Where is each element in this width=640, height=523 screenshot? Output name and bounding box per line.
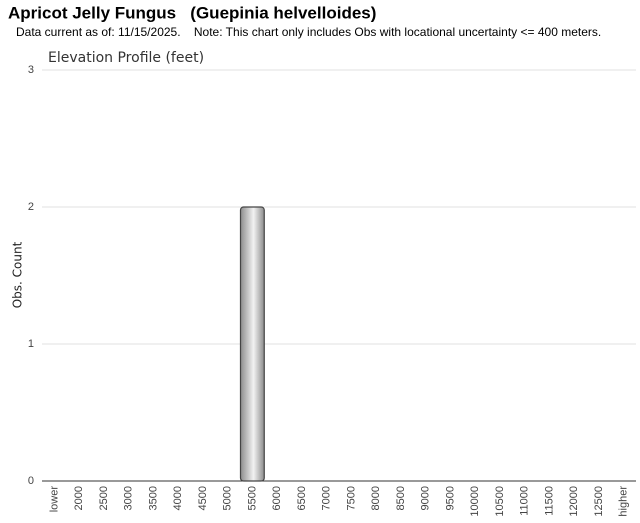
y-tick-label: 0 — [28, 475, 34, 487]
bar — [239, 206, 265, 482]
y-axis-label: Obs. Count — [11, 241, 25, 308]
x-tick-label: 3000 — [123, 486, 135, 510]
x-tick-label: 12500 — [593, 486, 605, 517]
x-tick-label: 11500 — [543, 486, 555, 516]
x-tick-label: 9000 — [420, 486, 432, 510]
chart-title: Elevation Profile (feet) — [48, 50, 204, 66]
x-tick-label: 10000 — [469, 486, 481, 517]
x-tick-label: 5000 — [222, 486, 234, 510]
x-tick-label: higher — [618, 486, 630, 517]
x-tick-label: 10500 — [494, 486, 506, 517]
x-tick-label: 7500 — [345, 486, 357, 510]
x-tick-label: 3500 — [147, 486, 159, 510]
x-tick-label: 4500 — [197, 486, 209, 510]
x-tick-label: 7000 — [321, 486, 333, 510]
x-tick-label: 8000 — [370, 486, 382, 510]
y-tick-label: 1 — [28, 338, 34, 350]
x-tick-label: 6000 — [271, 486, 283, 510]
x-tick-label: lower — [48, 486, 60, 513]
x-tick-label: 6500 — [296, 486, 308, 510]
x-tick-label: 2500 — [98, 486, 110, 510]
x-tick-label: 9500 — [444, 486, 456, 510]
title: Apricot Jelly Fungus (Guepinia helvelloi… — [8, 3, 376, 22]
x-tick-label: 12000 — [568, 486, 580, 517]
y-tick-label: 3 — [28, 64, 34, 76]
x-tick-label: 5500 — [246, 486, 258, 510]
x-tick-label: 4000 — [172, 486, 184, 510]
subtitle: Data current as of: 11/15/2025. Note: Th… — [16, 25, 601, 39]
x-tick-label: 11000 — [519, 486, 531, 516]
y-tick-label: 2 — [28, 201, 34, 213]
x-tick-label: 8500 — [395, 486, 407, 510]
x-tick-label: 2000 — [73, 486, 85, 510]
